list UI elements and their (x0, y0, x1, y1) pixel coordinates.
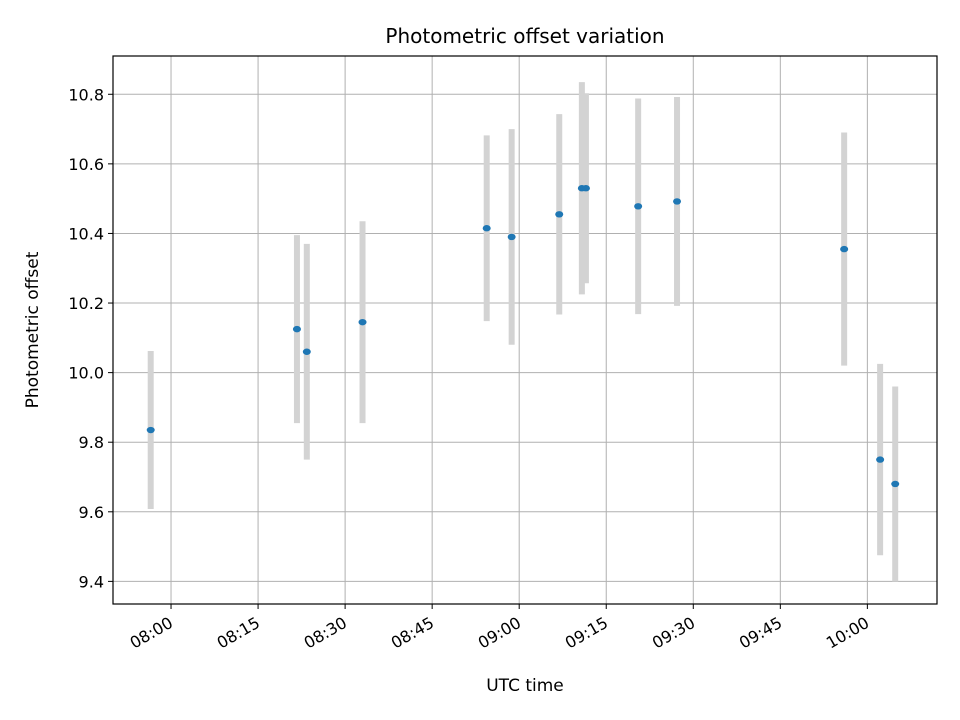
x-tick-label: 08:30 (301, 613, 350, 653)
data-point (292, 325, 301, 333)
x-tick-label: 09:30 (649, 613, 698, 653)
data-point (146, 426, 155, 434)
x-tick-label: 08:15 (214, 613, 263, 653)
data-points (146, 185, 900, 488)
x-axis-ticks: 08:00 08:15 08:30 08:45 09:00 09:15 09:30 09:45… (127, 604, 872, 653)
x-tick-label: 09:15 (562, 613, 611, 653)
x-tick-label: 10:00 (823, 613, 872, 653)
data-point (358, 318, 367, 326)
data-point (673, 198, 682, 205)
data-point (634, 203, 643, 210)
plot-frame (112, 55, 938, 605)
y-axis-ticks: 9.4 9.6 9.8 10.0 10.2 10.4 10.6 10.8 (68, 85, 113, 591)
y-tick-label: 10.2 (68, 294, 104, 313)
data-point (302, 348, 311, 355)
x-tick-label: 08:45 (388, 613, 437, 653)
data-point (876, 456, 885, 463)
y-tick-label: 9.4 (79, 572, 104, 591)
chart-title: Photometric offset variation (385, 24, 664, 48)
y-tick-label: 10.6 (68, 155, 104, 174)
y-tick-label: 9.6 (79, 503, 104, 522)
errorbars (147, 82, 899, 582)
grid (113, 56, 937, 604)
x-tick-label: 09:45 (736, 613, 785, 653)
data-point (555, 211, 564, 218)
y-tick-label: 9.8 (79, 433, 104, 452)
x-tick-label: 08:00 (127, 613, 176, 653)
y-tick-label: 10.0 (68, 364, 104, 383)
x-tick-label: 09:00 (475, 613, 524, 653)
data-point (891, 480, 900, 488)
y-axis-label: Photometric offset (23, 251, 43, 408)
data-point (581, 185, 590, 192)
y-tick-label: 10.4 (68, 224, 104, 243)
y-tick-label: 10.8 (68, 85, 104, 104)
x-axis-label: UTC time (486, 676, 564, 696)
data-point (507, 233, 516, 241)
data-point (482, 225, 491, 232)
data-point (840, 245, 849, 253)
